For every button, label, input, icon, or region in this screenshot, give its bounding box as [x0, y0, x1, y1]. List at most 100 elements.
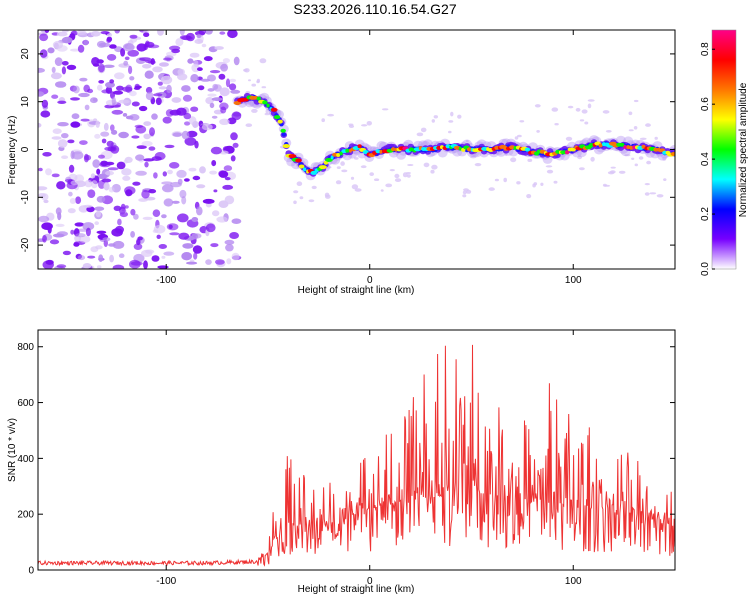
- faint-speck: [462, 190, 467, 195]
- noise-blob: [144, 70, 154, 79]
- noise-blob: [83, 204, 93, 208]
- noise-blob: [162, 116, 172, 124]
- faint-speck: [540, 182, 544, 186]
- noise-blob: [98, 154, 105, 159]
- noise-blob: [62, 250, 71, 256]
- noise-blob: [87, 255, 96, 259]
- faint-speck: [360, 165, 367, 169]
- faint-speck: [584, 121, 589, 125]
- noise-blob: [142, 216, 153, 220]
- noise-blob: [157, 81, 163, 86]
- faint-speck: [519, 120, 525, 123]
- faint-speck: [299, 196, 304, 200]
- noise-blob: [192, 175, 201, 181]
- noise-blob: [38, 67, 45, 73]
- snr-ticks: -100 0 100 0 200 400 600 800: [17, 330, 675, 587]
- signal-core: [619, 142, 625, 147]
- noise-blob: [159, 62, 169, 67]
- noise-blob: [51, 136, 62, 140]
- noise-blob: [175, 38, 184, 47]
- noise-blob: [225, 244, 234, 252]
- noise-blob: [38, 167, 43, 172]
- y-tick-label: 800: [17, 342, 34, 353]
- noise-blob: [171, 97, 182, 103]
- noise-blob: [122, 175, 131, 181]
- signal-core: [379, 149, 383, 154]
- x-tick-label: 0: [367, 576, 373, 587]
- noise-blob: [167, 169, 173, 175]
- noise-blob: [78, 92, 90, 98]
- noise-blob: [135, 154, 145, 161]
- noise-blob: [74, 222, 85, 227]
- noise-blob: [157, 265, 169, 269]
- colorbar-tick-label: 0.4: [700, 152, 711, 166]
- noise-blob: [130, 208, 136, 216]
- noise-blob: [205, 259, 212, 265]
- noise-blob: [127, 49, 139, 57]
- spectrogram-ylabel: Frequency (Hz): [7, 116, 18, 185]
- noise-blob: [182, 94, 193, 102]
- noise-blob: [95, 210, 102, 218]
- noise-blob: [83, 153, 89, 163]
- noise-blob: [91, 57, 100, 66]
- noise-blob: [133, 243, 143, 251]
- faint-speck: [341, 169, 348, 173]
- signal-core: [458, 146, 462, 151]
- noise-blob: [201, 123, 213, 131]
- y-tick-label: 200: [17, 510, 34, 521]
- faint-speck: [389, 169, 395, 172]
- noise-blob: [134, 83, 140, 90]
- faint-speck: [245, 123, 253, 127]
- noise-blob: [210, 146, 222, 155]
- noise-blob: [41, 99, 49, 108]
- noise-blob: [75, 196, 82, 204]
- snr-ylabel: SNR (10 * v/v): [7, 418, 18, 482]
- noise-blob: [168, 224, 173, 229]
- noise-blob: [74, 174, 85, 183]
- noise-blob: [51, 94, 59, 99]
- noise-blob: [163, 198, 174, 207]
- faint-speck: [488, 187, 495, 191]
- noise-blob: [99, 162, 111, 168]
- noise-blob: [225, 78, 231, 88]
- noise-blob: [156, 234, 161, 239]
- faint-speck: [534, 104, 541, 108]
- faint-speck: [259, 58, 267, 64]
- faint-speck: [631, 157, 635, 160]
- noise-blob: [128, 65, 133, 75]
- faint-speck: [510, 157, 517, 163]
- x-tick-label: 0: [367, 275, 373, 286]
- noise-blob: [84, 104, 90, 111]
- noise-blob: [229, 83, 237, 91]
- signal-core: [280, 128, 286, 133]
- noise-blob: [102, 237, 111, 242]
- faint-speck: [663, 178, 667, 182]
- faint-speck: [565, 136, 573, 141]
- noise-blob: [205, 30, 213, 35]
- noise-blob: [163, 251, 175, 256]
- snr-background: [38, 330, 675, 570]
- noise-blob: [124, 156, 133, 163]
- x-tick-label: -100: [156, 576, 176, 587]
- faint-speck: [579, 119, 585, 122]
- noise-blob: [68, 191, 73, 197]
- noise-blob: [216, 216, 228, 223]
- noise-blob: [222, 58, 230, 64]
- faint-speck: [634, 163, 638, 167]
- noise-blob: [61, 61, 69, 66]
- noise-blob: [214, 46, 224, 50]
- noise-blob: [141, 140, 153, 147]
- noise-blob: [145, 40, 150, 47]
- faint-speck: [644, 183, 650, 186]
- noise-blob: [69, 198, 76, 204]
- noise-blob: [138, 198, 148, 202]
- noise-blob: [158, 244, 167, 249]
- signal-core: [330, 155, 334, 160]
- noise-blob: [184, 121, 191, 126]
- noise-blob: [114, 30, 120, 34]
- noise-blob: [95, 245, 103, 250]
- noise-blob: [38, 91, 45, 97]
- noise-blob: [40, 110, 51, 118]
- noise-blob: [56, 231, 68, 237]
- noise-blob: [229, 78, 237, 83]
